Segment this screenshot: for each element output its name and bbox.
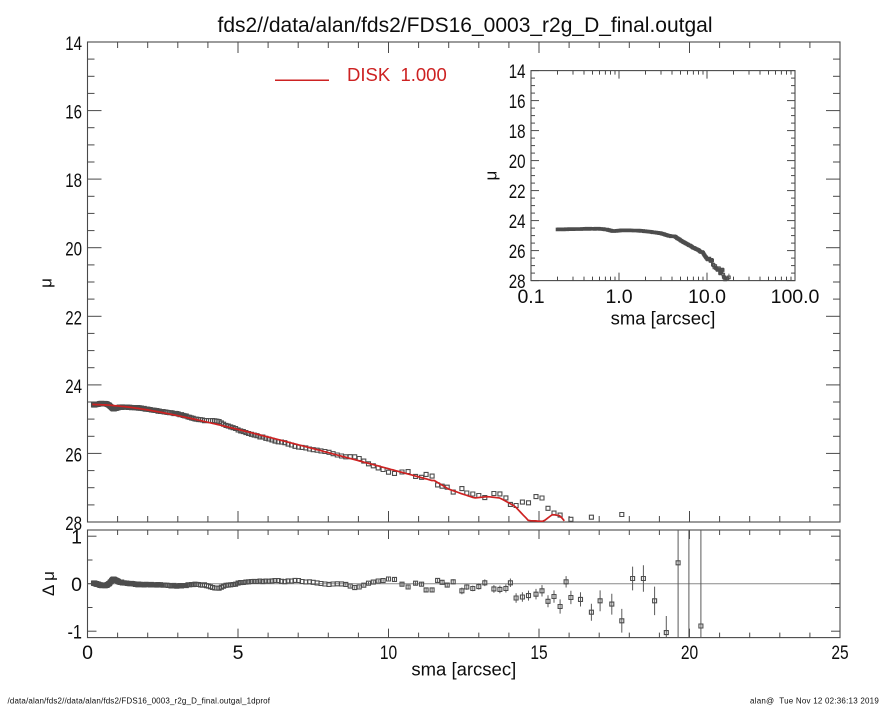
- svg-text:14: 14: [65, 33, 82, 55]
- svg-text:10.0: 10.0: [688, 286, 726, 308]
- svg-text:0.1: 0.1: [517, 286, 544, 308]
- svg-text:DISK 1.000: DISK 1.000: [347, 64, 447, 85]
- svg-text:16: 16: [65, 102, 82, 124]
- svg-text:μ: μ: [37, 278, 56, 288]
- svg-text:100.0: 100.0: [771, 286, 820, 308]
- svg-text:26: 26: [65, 444, 82, 466]
- svg-text:1.0: 1.0: [605, 286, 632, 308]
- svg-text:22: 22: [65, 307, 82, 329]
- svg-text:28: 28: [509, 271, 526, 293]
- svg-text:5: 5: [233, 642, 244, 664]
- svg-text:μ: μ: [482, 171, 501, 181]
- svg-text:28: 28: [65, 513, 82, 535]
- svg-text:25: 25: [831, 642, 848, 664]
- svg-text:15: 15: [530, 642, 547, 664]
- svg-text:16: 16: [509, 91, 526, 113]
- svg-text:sma [arcsec]: sma [arcsec]: [411, 659, 516, 680]
- svg-text:/data/alan/fds2//data/alan/fds: /data/alan/fds2//data/alan/fds2/FDS16_00…: [8, 697, 271, 706]
- svg-text:24: 24: [65, 376, 82, 398]
- svg-text:20: 20: [509, 151, 526, 173]
- svg-text:26: 26: [509, 241, 526, 263]
- svg-text:10: 10: [380, 642, 397, 664]
- svg-text:18: 18: [509, 121, 526, 143]
- svg-text:18: 18: [65, 170, 82, 192]
- svg-text:0: 0: [71, 574, 82, 596]
- svg-text:-1: -1: [68, 621, 83, 643]
- svg-text:20: 20: [681, 642, 698, 664]
- svg-text:Δ μ: Δ μ: [39, 571, 58, 596]
- svg-text:24: 24: [509, 211, 526, 233]
- svg-text:fds2//data/alan/fds2/FDS16_000: fds2//data/alan/fds2/FDS16_0003_r2g_D_fi…: [217, 14, 712, 37]
- svg-text:1: 1: [71, 526, 82, 548]
- svg-text:14: 14: [509, 61, 526, 83]
- svg-text:0: 0: [82, 642, 93, 664]
- svg-text:sma [arcsec]: sma [arcsec]: [611, 308, 716, 329]
- svg-text:alan@ Tue Nov 12 02:36:13 201: alan@ Tue Nov 12 02:36:13 2019: [750, 697, 879, 706]
- svg-text:22: 22: [509, 181, 526, 203]
- svg-text:20: 20: [65, 239, 82, 261]
